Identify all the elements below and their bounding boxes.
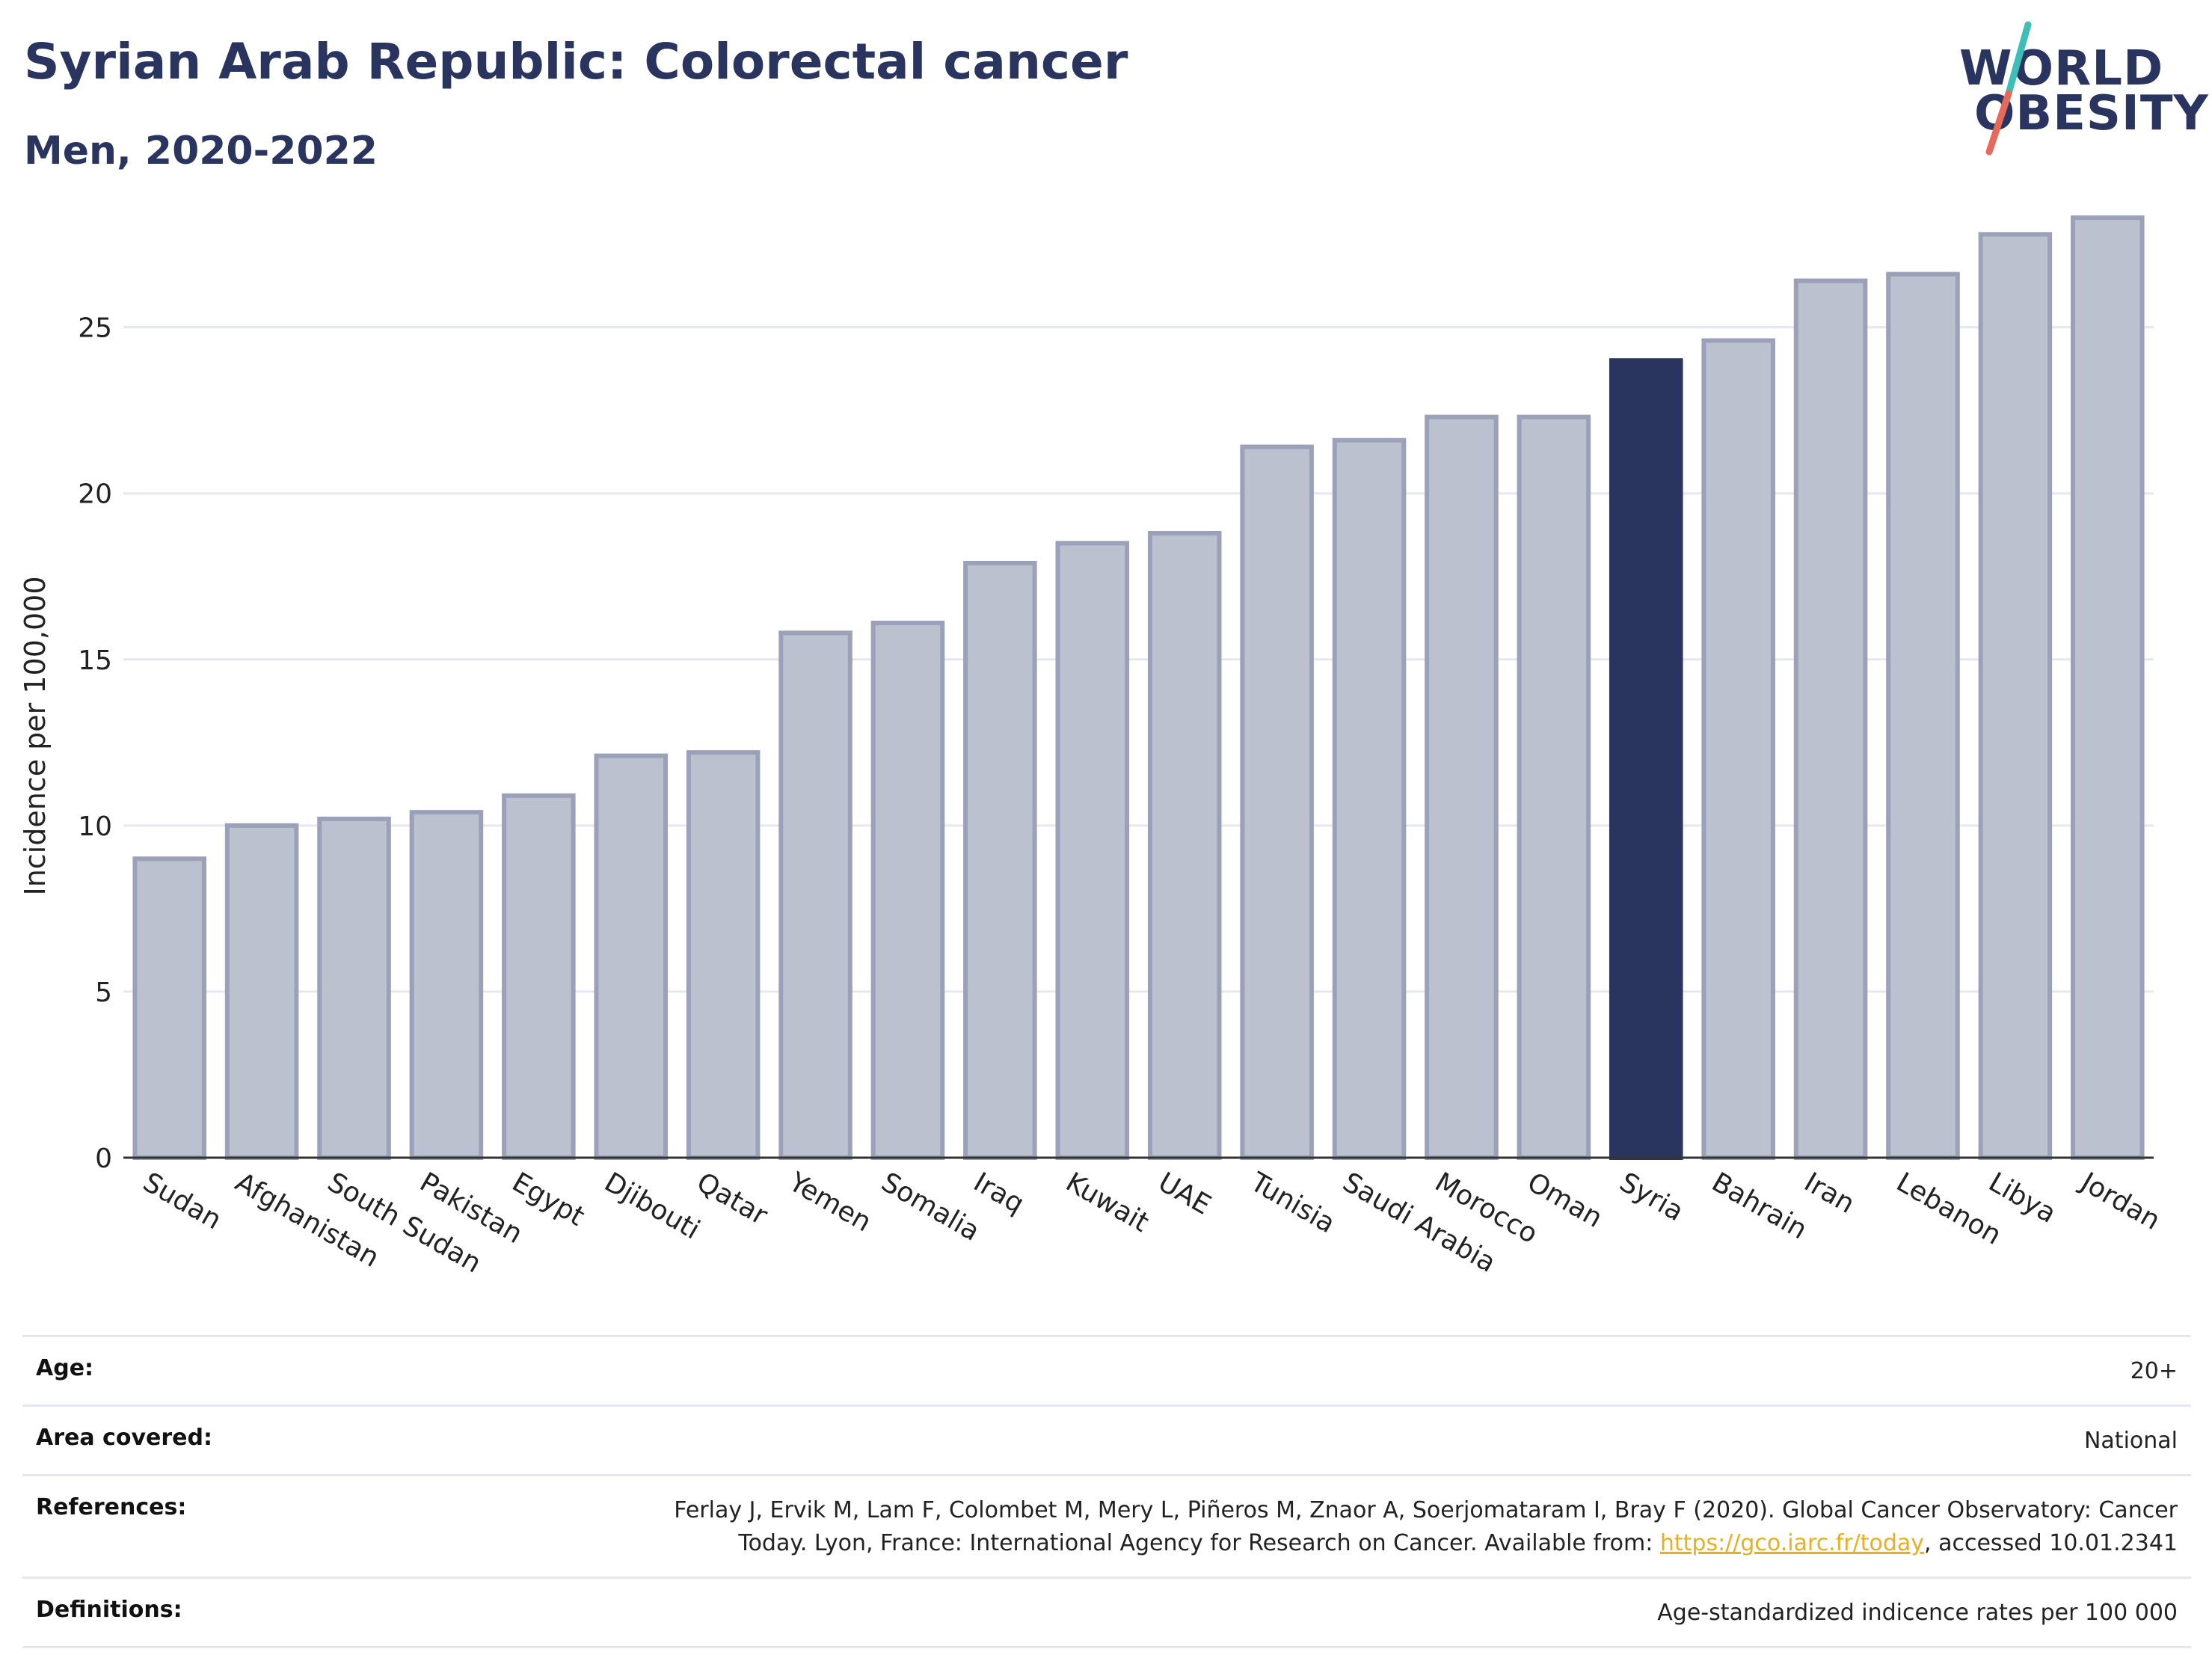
info-row-references: References: Ferlay J, Ervik M, Lam F, Co… xyxy=(22,1474,2191,1576)
info-row-age: Age: 20+ xyxy=(22,1335,2191,1404)
logo-line-obesity: OBESITY xyxy=(1974,86,2209,141)
bar-qatar xyxy=(686,750,761,1160)
references-line1: Ferlay J, Ervik M, Lam F, Colombet M, Me… xyxy=(674,1497,2178,1523)
x-tick-label: Jordan xyxy=(2074,1166,2165,1236)
x-tick-label: Lebanon xyxy=(1891,1167,2006,1251)
definitions-value: Age-standardized indicence rates per 100… xyxy=(1657,1600,2178,1626)
bar-lebanon xyxy=(1886,271,1960,1160)
bar-yemen xyxy=(778,630,852,1160)
bar-egypt xyxy=(502,793,576,1160)
bar-syria xyxy=(1609,358,1683,1160)
bar-iran xyxy=(1793,278,1868,1161)
bar-saudi-arabia xyxy=(1332,437,1407,1161)
bar-south-sudan xyxy=(317,816,391,1160)
y-tick-label: 25 xyxy=(78,313,112,344)
age-value: 20+ xyxy=(2130,1358,2178,1384)
bar-bahrain xyxy=(1701,338,1775,1161)
chart-title: Syrian Arab Republic: Colorectal cancer xyxy=(24,33,1128,90)
y-tick-labels: 0 5 10 15 20 25 xyxy=(78,313,112,1174)
world-obesity-logo: WORLD OBESITY xyxy=(1944,19,2208,161)
info-table: Age: 20+ Area covered: National Referenc… xyxy=(22,1335,2191,1648)
bar-tunisia xyxy=(1240,444,1314,1161)
bar-sudan xyxy=(132,856,206,1161)
x-tick-label: Yemen xyxy=(783,1167,876,1238)
x-tick-label: Sudan xyxy=(138,1167,227,1235)
x-tick-label: Djibouti xyxy=(599,1167,704,1245)
y-tick-label: 10 xyxy=(78,811,112,842)
y-tick-label: 0 xyxy=(95,1143,112,1174)
definitions-label: Definitions: xyxy=(36,1597,182,1623)
bar-iraq xyxy=(963,560,1037,1160)
y-tick-label: 5 xyxy=(95,977,112,1008)
bar-somalia xyxy=(870,620,945,1160)
references-line2-post: , accessed 10.01.2341 xyxy=(1924,1530,2178,1556)
logo-slash-icon xyxy=(1985,21,2032,156)
x-tick-label: Syria xyxy=(1615,1167,1689,1227)
x-tick-label: Bahrain xyxy=(1706,1167,1812,1245)
bar-libya xyxy=(1978,232,2053,1161)
references-line2-pre: Today. Lyon, France: International Agenc… xyxy=(738,1530,1660,1556)
info-row-definitions: Definitions: Age-standardized indicence … xyxy=(22,1576,2191,1648)
bar-jordan xyxy=(2071,215,2145,1161)
x-tick-label: UAE xyxy=(1153,1167,1216,1220)
x-tick-label: Iran xyxy=(1799,1167,1860,1220)
bar-djibouti xyxy=(594,753,669,1160)
x-tick-label: Tunisia xyxy=(1244,1167,1340,1239)
bar-uae xyxy=(1147,531,1222,1160)
bar-kuwait xyxy=(1055,541,1130,1160)
age-label: Age: xyxy=(36,1355,94,1381)
logo-line-world: WORLD xyxy=(1959,41,2164,96)
x-tick-label: Somalia xyxy=(876,1167,984,1247)
y-axis-label: Incidence per 100,000 xyxy=(19,576,52,895)
bars xyxy=(132,215,2145,1161)
x-tick-label: Kuwait xyxy=(1060,1167,1154,1238)
bar-afghanistan xyxy=(224,823,299,1160)
bar-pakistan xyxy=(409,810,484,1160)
bar-morocco xyxy=(1425,414,1499,1161)
x-tick-label: Saudi Arabia xyxy=(1338,1167,1501,1279)
y-tick-label: 20 xyxy=(78,479,112,510)
info-row-area: Area covered: National xyxy=(22,1404,2191,1474)
x-tick-label: South Sudan xyxy=(322,1167,486,1279)
area-value: National xyxy=(2083,1428,2178,1454)
references-link[interactable]: https://gco.iarc.fr/today xyxy=(1659,1530,1925,1556)
y-tick-label: 15 xyxy=(78,645,112,676)
x-tick-label: Iraq xyxy=(968,1167,1029,1220)
x-tick-label: Qatar xyxy=(692,1167,772,1231)
bar-oman xyxy=(1517,414,1591,1161)
area-label: Area covered: xyxy=(36,1425,212,1451)
references-label: References: xyxy=(36,1494,187,1520)
references-value: Ferlay J, Ervik M, Lam F, Colombet M, Me… xyxy=(674,1494,2178,1560)
chart-subtitle: Men, 2020-2022 xyxy=(24,129,378,174)
